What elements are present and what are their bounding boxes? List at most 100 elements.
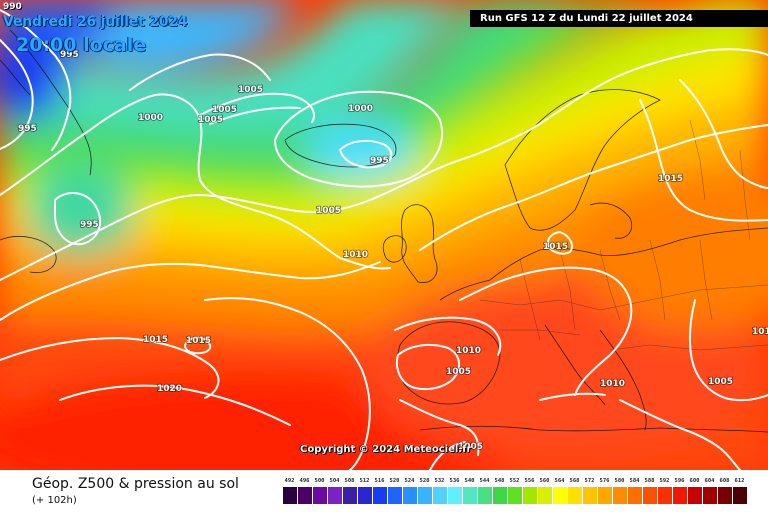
scale-swatch (358, 487, 372, 504)
isobar-label: 1010 (600, 379, 625, 389)
scale-tick-label: 600 (689, 478, 700, 484)
forecast-time: 20:00 locale (16, 34, 147, 56)
scale-tick-label: 568 (569, 478, 580, 484)
scale-tick-label: 520 (389, 478, 400, 484)
scale-swatch (343, 487, 357, 504)
scale-tick-label: 524 (404, 478, 415, 484)
isobar-label: 995 (370, 156, 389, 166)
color-scale: 492 496 500 504 508 512 516 520 524 528 532 536 540 5… (283, 478, 753, 510)
copyright-notice: Copyright © 2024 Meteociel.fr (300, 444, 472, 455)
forecast-map: 995 995 1005 1000 1005 1005 1000 995 995… (0, 0, 768, 470)
model-run-banner: Run GFS 12 Z du Lundi 22 juillet 2024 (470, 10, 768, 27)
isobar-label: 1010 (456, 346, 481, 356)
scale-tick-label: 548 (494, 478, 505, 484)
scale-tick-label: 508 (344, 478, 355, 484)
isobar-label: 1020 (157, 384, 182, 394)
scale-swatch (523, 487, 537, 504)
isobar-label: 1010 (343, 250, 368, 260)
isobar-label: 1015 (658, 174, 683, 184)
scale-tick-label: 544 (479, 478, 490, 484)
isobar-label: 1000 (138, 113, 163, 123)
scale-tick-label: 512 (359, 478, 370, 484)
scale-tick-label: 576 (599, 478, 610, 484)
isobar-label: 1015 (143, 335, 168, 345)
borders (479, 119, 768, 351)
corner-isobar-value: 990 (3, 2, 22, 12)
isobar-label: 1005 (212, 105, 237, 115)
isobar-labels: 995 995 1005 1000 1005 1005 1000 995 995… (17, 49, 768, 453)
scale-swatch (493, 487, 507, 504)
forecast-lead-time: (+ 102h) (32, 495, 77, 506)
scale-swatch (598, 487, 612, 504)
scale-swatch (538, 487, 552, 504)
scale-tick-label: 592 (659, 478, 670, 484)
scale-swatch (643, 487, 657, 504)
isobar-label: 1010 (752, 327, 768, 337)
isobar-label: 1005 (238, 85, 263, 95)
scale-swatch (688, 487, 702, 504)
isobar-label: 1000 (348, 104, 373, 114)
scale-swatch (478, 487, 492, 504)
scale-tick-label: 604 (704, 478, 715, 484)
scale-swatch (373, 487, 387, 504)
scale-tick-label: 528 (419, 478, 430, 484)
isobar-label: 1015 (543, 242, 568, 252)
isobar-label: 995 (60, 50, 79, 60)
scale-tick-label: 572 (584, 478, 595, 484)
scale-tick-label: 504 (329, 478, 340, 484)
scale-swatch (658, 487, 672, 504)
scale-swatch (463, 487, 477, 504)
scale-swatch (733, 487, 747, 504)
scale-tick-label: 500 (314, 478, 325, 484)
isobar-label: 1005 (316, 206, 341, 216)
scale-tick-label: 556 (524, 478, 535, 484)
geopotential-map-svg: 995 995 1005 1000 1005 1005 1000 995 995… (0, 0, 768, 470)
chart-title: Géop. Z500 & pression au sol (32, 476, 239, 492)
scale-tick-label: 608 (719, 478, 730, 484)
isobar-label: 995 (18, 124, 37, 134)
scale-tick-label: 492 (284, 478, 295, 484)
isobar-label: 1005 (446, 367, 471, 377)
scale-swatch (628, 487, 642, 504)
scale-swatch (283, 487, 297, 504)
scale-tick-label: 540 (464, 478, 475, 484)
scale-swatch (328, 487, 342, 504)
scale-swatch (613, 487, 627, 504)
legend-footer: Géop. Z500 & pression au sol (+ 102h) 49… (0, 470, 768, 512)
scale-swatch (433, 487, 447, 504)
scale-swatch (418, 487, 432, 504)
scale-swatch (403, 487, 417, 504)
scale-swatch (673, 487, 687, 504)
forecast-date: Vendredi 26 juillet 2024 (3, 14, 188, 30)
z500-shading (0, 0, 768, 470)
scale-tick-label: 612 (734, 478, 745, 484)
scale-tick-label: 596 (674, 478, 685, 484)
isobar-label: 1005 (198, 115, 223, 125)
scale-tick-label: 560 (539, 478, 550, 484)
isobar-label: 1005 (708, 377, 733, 387)
scale-tick-label: 580 (614, 478, 625, 484)
isobar-label: 1015 (186, 336, 211, 346)
scale-swatch (313, 487, 327, 504)
scale-tick-label: 584 (629, 478, 640, 484)
scale-swatch (583, 487, 597, 504)
scale-swatch (718, 487, 732, 504)
scale-tick-label: 516 (374, 478, 385, 484)
scale-swatch (553, 487, 567, 504)
scale-tick-label: 496 (299, 478, 310, 484)
scale-swatch (448, 487, 462, 504)
scale-tick-label: 532 (434, 478, 445, 484)
scale-tick-label: 564 (554, 478, 565, 484)
scale-swatch (568, 487, 582, 504)
scale-swatch (388, 487, 402, 504)
model-run-text: Run GFS 12 Z du Lundi 22 juillet 2024 (480, 13, 693, 24)
scale-tick-label: 552 (509, 478, 520, 484)
scale-tick-label: 536 (449, 478, 460, 484)
isobar-label: 995 (80, 220, 99, 230)
isobar-label: 1005 (458, 442, 483, 452)
scale-swatch (508, 487, 522, 504)
isobars (0, 9, 768, 470)
scale-tick-label: 588 (644, 478, 655, 484)
scale-swatch (703, 487, 717, 504)
scale-swatch (298, 487, 312, 504)
